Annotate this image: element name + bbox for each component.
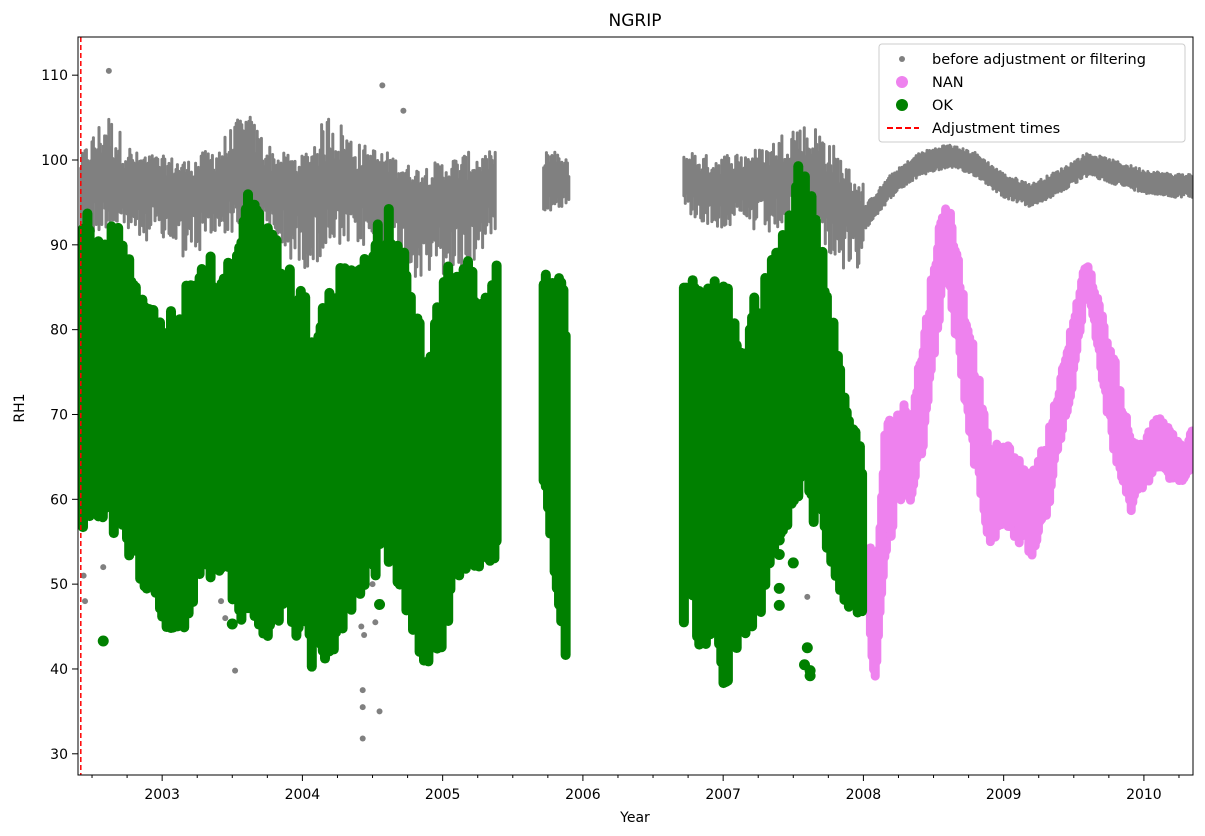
series-nan (865, 204, 1193, 681)
before-outlier-point (372, 619, 379, 626)
y-tick-label: 100 (41, 153, 68, 169)
before-outlier-point (82, 598, 89, 605)
before-outlier-point (218, 598, 225, 605)
before-outlier-point (379, 82, 386, 89)
before-outlier-point (100, 564, 107, 571)
x-tick-label: 2010 (1126, 787, 1162, 803)
legend-label: NAN (932, 75, 964, 91)
y-tick-label: 30 (50, 747, 68, 763)
axes: 2003 2004 2005 2006 2007 2008 2009 2010 30 40 50 60… (41, 36, 1194, 803)
y-tick-label: 60 (50, 492, 68, 508)
legend-label: before adjustment or filtering (932, 52, 1146, 68)
ok-outlier-point (804, 665, 816, 677)
ok-outlier-point (787, 557, 799, 569)
ok-outlier-point (254, 509, 266, 521)
before-outlier-point (222, 615, 229, 622)
y-tick-label: 80 (50, 323, 68, 339)
y-axis-label: RH1 (12, 393, 28, 422)
y-tick-label: 70 (50, 407, 68, 423)
x-tick-label: 2003 (144, 787, 180, 803)
ok-outlier-point (374, 598, 386, 610)
before-outlier-point (359, 704, 366, 711)
before-outlier-point (804, 593, 811, 600)
y-tick-label: 110 (41, 68, 68, 84)
x-tick-label: 2006 (565, 787, 601, 803)
legend-label: OK (932, 98, 953, 114)
legend-marker-nan (896, 76, 908, 88)
x-tick-label: 2005 (425, 787, 461, 803)
before-outlier-point (359, 735, 366, 742)
before-outlier-point (400, 107, 407, 114)
legend-label: Adjustment times (932, 121, 1060, 137)
before-outlier-point (232, 667, 239, 674)
ok-outlier-point (226, 618, 238, 630)
ok-outlier-point (773, 534, 785, 546)
y-tick-label: 90 (50, 238, 68, 254)
ok-outlier-point (773, 599, 785, 611)
ok-outlier-point (254, 485, 266, 497)
axes-frame (77, 36, 1194, 776)
ok-outlier-point (97, 635, 109, 647)
plot-clip-group (78, 37, 1193, 775)
ok-outlier-point (787, 489, 799, 501)
ok-outlier-point (773, 582, 785, 594)
legend-box (878, 43, 1186, 143)
before-outlier-point (369, 581, 376, 588)
x-tick-label: 2007 (705, 787, 741, 803)
before-outlier-point (80, 572, 87, 579)
before-outlier-point (358, 623, 365, 630)
y-tick-label: 50 (50, 577, 68, 593)
before-outlier-point (105, 67, 112, 74)
before-outlier-point (376, 708, 383, 715)
series-before (79, 67, 1193, 742)
x-tick-label: 2008 (846, 787, 882, 803)
before-outlier-point (361, 632, 368, 639)
x-tick-label: 2004 (285, 787, 321, 803)
before-outlier-point (359, 687, 366, 694)
legend-marker-before (899, 56, 905, 62)
x-axis-label: Year (619, 810, 650, 826)
ok-outlier-point (801, 642, 813, 654)
legend: before adjustment or filtering NAN OK Adjus… (878, 43, 1186, 143)
legend-marker-ok (896, 99, 908, 111)
y-tick-label: 40 (50, 662, 68, 678)
chart-title: NGRIP (609, 11, 662, 31)
ok-outlier-point (773, 548, 785, 560)
x-tick-label: 2009 (986, 787, 1022, 803)
plot-area (78, 37, 1193, 775)
